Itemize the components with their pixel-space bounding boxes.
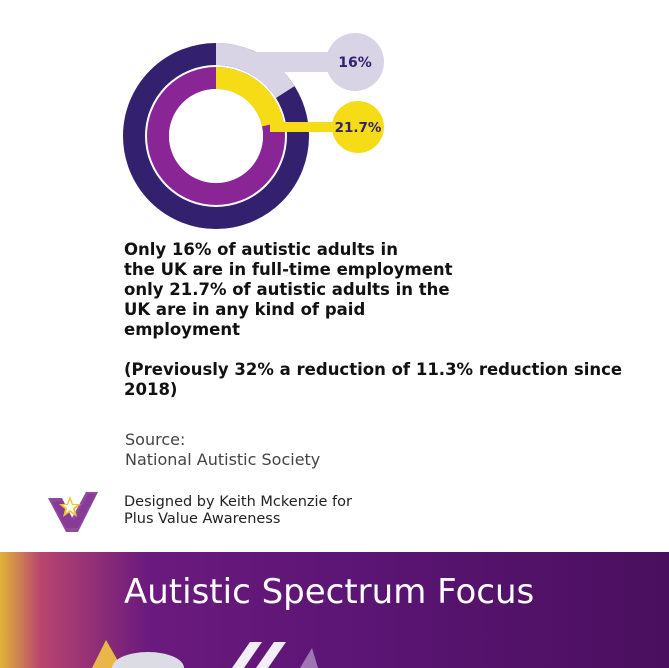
credit-line-2: Plus Value Awareness: [124, 511, 281, 527]
inner-hole: [169, 89, 263, 183]
headline-line-1: Only 16% of autistic adults in: [124, 240, 398, 259]
designer-credit: Designed by Keith Mckenzie for Plus Valu…: [124, 494, 352, 528]
callout-label-21-7: 21.7%: [335, 120, 382, 136]
series-slice-21-7: [216, 67, 284, 127]
callout-connector-16: [250, 52, 340, 72]
series-slice-16: [216, 43, 295, 98]
banner-title: Autistic Spectrum Focus: [124, 572, 535, 612]
credit-line-1: Designed by Keith Mckenzie for: [124, 494, 352, 510]
headline-line-5: employment: [124, 320, 240, 339]
headline-text: Only 16% of autistic adults in the UK ar…: [124, 240, 624, 340]
callout-connector-21-7: [270, 122, 338, 132]
footer-banner: [0, 552, 669, 668]
source-label: Source:: [125, 430, 186, 449]
headline-line-4: UK are in any kind of paid: [124, 300, 366, 319]
donut-chart: 16% 21.7%: [123, 33, 384, 229]
callout-bubble-16: [326, 33, 384, 91]
headline-line-2: the UK are in full-time employment: [124, 260, 453, 279]
previous-figure-note: (Previously 32% a reduction of 11.3% red…: [124, 360, 624, 400]
plus-value-star-logo-icon: [48, 492, 98, 532]
callout-bubble-21-7: [332, 101, 384, 153]
source-name: National Autistic Society: [125, 450, 321, 469]
source-block: Source: National Autistic Society: [125, 430, 320, 470]
note-line-1: (Previously 32% a reduction of 11.3% red…: [124, 360, 623, 379]
callout-label-16: 16%: [338, 55, 372, 71]
headline-line-3: only 21.7% of autistic adults in the: [124, 280, 450, 299]
note-line-2: 2018): [124, 380, 178, 399]
banner-decoration: [92, 640, 318, 668]
